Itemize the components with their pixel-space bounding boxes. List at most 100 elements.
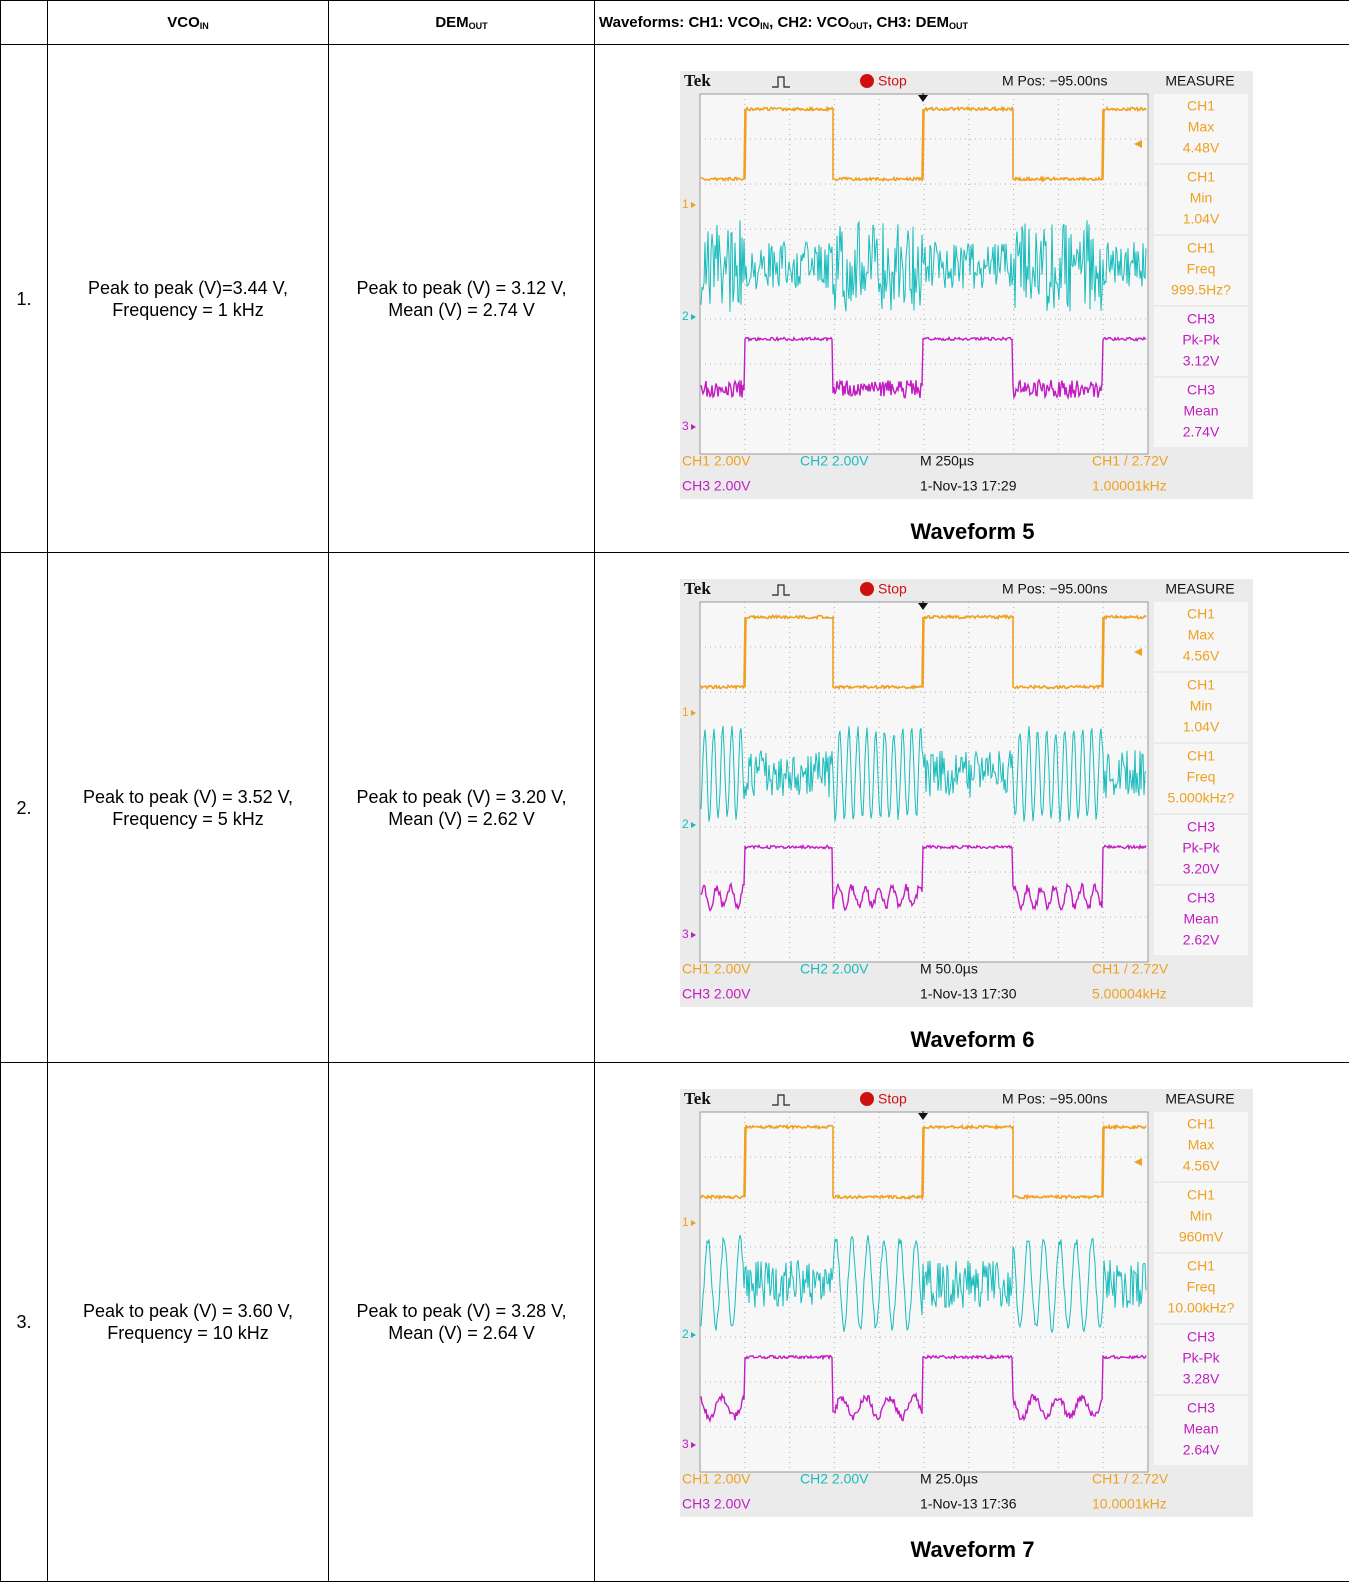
channel-marker: 1: [682, 1215, 689, 1229]
header-text: , CH2: VCO: [769, 14, 849, 31]
measure-channel: CH1: [1187, 1187, 1215, 1203]
measure-channel: CH1: [1187, 240, 1215, 256]
footer-frequency: 1.00001kHz: [1092, 478, 1167, 494]
header-text: DEM: [435, 14, 468, 31]
measure-value: 1.04V: [1183, 211, 1220, 227]
header-cell: DEMOUT: [329, 1, 595, 45]
measure-value: 3.28V: [1183, 1371, 1220, 1387]
measure-name: Freq: [1187, 1279, 1216, 1295]
header-cell: VCOIN: [48, 1, 329, 45]
measure-name: Pk-Pk: [1182, 840, 1220, 856]
waveform-caption: Waveform 6: [595, 1029, 1349, 1051]
footer-ch3: CH3 2.00V: [682, 478, 751, 494]
measure-channel: CH3: [1187, 1329, 1215, 1345]
cell-text: Mean (V) = 2.62 V: [354, 808, 569, 830]
measure-name: Mean: [1183, 911, 1218, 927]
footer-timebase: M 250µs: [920, 453, 974, 469]
vco-in-cell: Peak to peak (V) = 3.60 V,Frequency = 10…: [48, 1063, 329, 1582]
channel-marker: 3: [682, 927, 689, 941]
footer-date: 1-Nov-13 17:29: [920, 478, 1017, 494]
scope-state: Stop: [878, 73, 907, 89]
vco-in-cell: Peak to peak (V)=3.44 V,Frequency = 1 kH…: [48, 45, 329, 553]
measure-value: 999.5Hz?: [1171, 282, 1231, 298]
cell-text: Peak to peak (V) = 3.28 V,: [354, 1300, 569, 1322]
cell-text: Mean (V) = 2.64 V: [354, 1322, 569, 1344]
header-subscript: OUT: [469, 21, 488, 31]
cell-text: Peak to peak (V) = 3.52 V,: [48, 786, 328, 808]
measure-name: Pk-Pk: [1182, 332, 1220, 348]
measure-channel: CH3: [1187, 890, 1215, 906]
stop-dot: [860, 582, 874, 596]
cell-text: Peak to peak (V) = 3.12 V,: [354, 277, 569, 299]
results-table: VCOIN DEMOUT Waveforms: CH1: VCOIN, CH2:…: [0, 0, 1349, 1582]
measure-name: Mean: [1183, 403, 1218, 419]
measure-title: MEASURE: [1165, 1091, 1234, 1107]
footer-trigger: CH1 / 2.72V: [1092, 453, 1169, 469]
footer-ch3: CH3 2.00V: [682, 986, 751, 1002]
dem-out-cell: Peak to peak (V) = 3.12 V,Mean (V) = 2.7…: [329, 45, 595, 553]
measure-channel: CH1: [1187, 1116, 1215, 1132]
measure-name: Pk-Pk: [1182, 1350, 1220, 1366]
measure-title: MEASURE: [1165, 581, 1234, 597]
footer-ch3: CH3 2.00V: [682, 1496, 751, 1512]
footer-date: 1-Nov-13 17:30: [920, 986, 1017, 1002]
channel-marker: 3: [682, 1437, 689, 1451]
waveform-caption: Waveform 7: [595, 1539, 1349, 1561]
measure-name: Max: [1188, 119, 1214, 135]
header-text: VCO: [167, 14, 200, 31]
measure-channel: CH3: [1187, 311, 1215, 327]
measure-channel: CH1: [1187, 677, 1215, 693]
measure-channel: CH1: [1187, 748, 1215, 764]
cell-text: Frequency = 10 kHz: [48, 1322, 328, 1344]
dem-out-cell: Peak to peak (V) = 3.20 V,Mean (V) = 2.6…: [329, 553, 595, 1063]
dem-out-cell: Peak to peak (V) = 3.28 V,Mean (V) = 2.6…: [329, 1063, 595, 1582]
measure-channel: CH1: [1187, 606, 1215, 622]
scope-position: M Pos: −95.00ns: [1002, 73, 1107, 89]
footer-frequency: 5.00004kHz: [1092, 986, 1167, 1002]
footer-timebase: M 50.0µs: [920, 961, 978, 977]
cell-text: Peak to peak (V)=3.44 V,: [48, 277, 328, 299]
measure-name: Freq: [1187, 261, 1216, 277]
measure-value: 4.56V: [1183, 1158, 1220, 1174]
cell-text: Frequency = 5 kHz: [48, 808, 328, 830]
footer-frequency: 10.0001kHz: [1092, 1496, 1167, 1512]
cell-text: Mean (V) = 2.74 V: [354, 299, 569, 321]
measure-channel: CH1: [1187, 169, 1215, 185]
measure-value: 3.20V: [1183, 861, 1220, 877]
footer-date: 1-Nov-13 17:36: [920, 1496, 1017, 1512]
row-number: 1.: [1, 45, 48, 553]
measure-channel: CH3: [1187, 382, 1215, 398]
header-subscript: IN: [760, 21, 769, 31]
footer-ch1: CH1 2.00V: [682, 961, 751, 977]
waveform-caption: Waveform 5: [595, 521, 1349, 543]
header-text: , CH3: DEM: [868, 14, 949, 31]
stop-dot: [860, 1092, 874, 1106]
cell-text: Peak to peak (V) = 3.60 V,: [48, 1300, 328, 1322]
scope-brand: Tek: [684, 579, 711, 598]
measure-value: 1.04V: [1183, 719, 1220, 735]
measure-title: MEASURE: [1165, 73, 1234, 89]
header-row: VCOIN DEMOUT Waveforms: CH1: VCOIN, CH2:…: [1, 1, 1349, 45]
channel-marker: 2: [682, 817, 689, 831]
table-row: 3.Peak to peak (V) = 3.60 V,Frequency = …: [1, 1063, 1349, 1582]
measure-name: Mean: [1183, 1421, 1218, 1437]
measure-value: 4.48V: [1183, 140, 1220, 156]
measure-name: Max: [1188, 627, 1214, 643]
header-cell: [1, 1, 48, 45]
measure-value: 4.56V: [1183, 648, 1220, 664]
scope-brand: Tek: [684, 1089, 711, 1108]
measure-value: 2.74V: [1183, 424, 1220, 440]
channel-marker: 2: [682, 309, 689, 323]
footer-trigger: CH1 / 2.72V: [1092, 1471, 1169, 1487]
measure-name: Min: [1190, 1208, 1213, 1224]
footer-timebase: M 25.0µs: [920, 1471, 978, 1487]
row-number: 3.: [1, 1063, 48, 1582]
table-row: 1.Peak to peak (V)=3.44 V,Frequency = 1 …: [1, 45, 1349, 553]
measure-name: Max: [1188, 1137, 1214, 1153]
